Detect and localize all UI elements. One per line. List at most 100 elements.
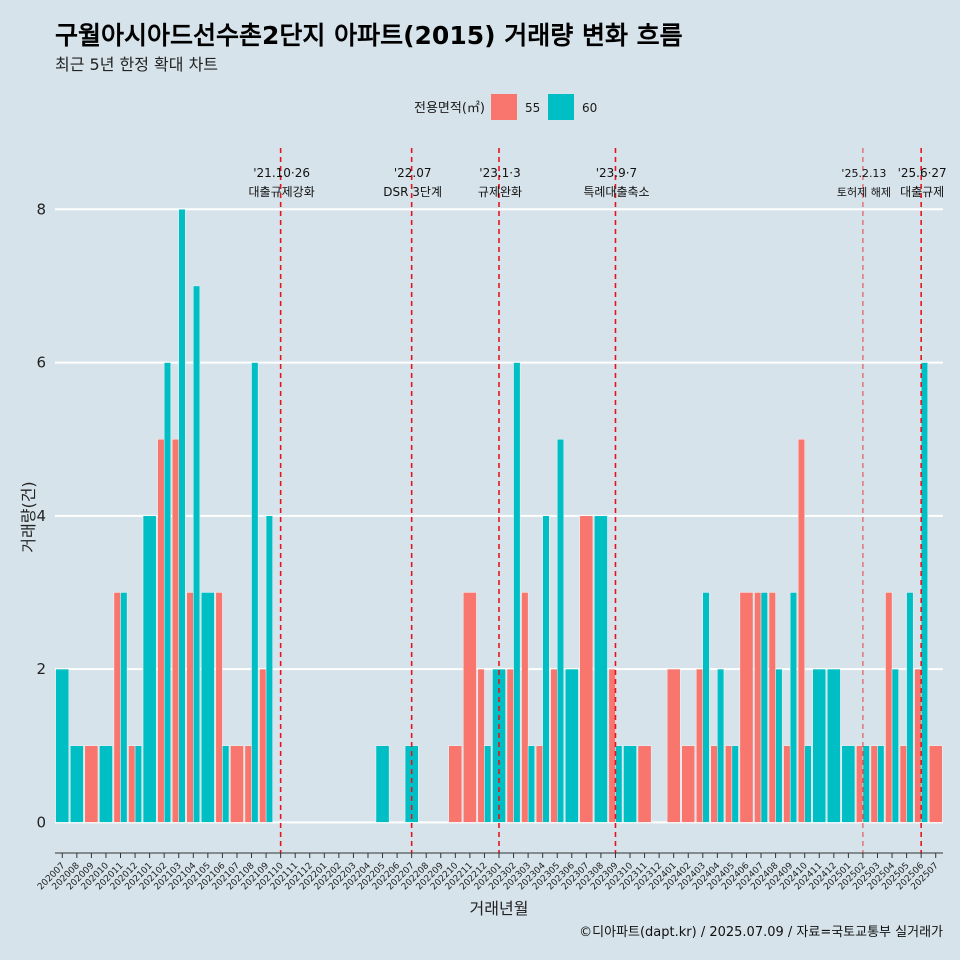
bar-60-202010 xyxy=(99,746,112,823)
bar-55-202402 xyxy=(682,746,695,823)
annotation-label: 대출규제강화 xyxy=(249,185,315,199)
bar-55-202304 xyxy=(536,746,543,823)
bar-55-202311 xyxy=(638,746,651,823)
bar-60-202303 xyxy=(528,746,535,823)
bar-60-202503 xyxy=(877,746,884,823)
y-tick-label: 8 xyxy=(36,200,46,218)
legend-key-55 xyxy=(491,94,517,120)
bar-55-202405 xyxy=(725,746,732,823)
bar-60-202109 xyxy=(266,516,273,823)
bar-60-202308 xyxy=(594,516,607,823)
bar-55-202307 xyxy=(580,516,593,823)
bar-60-202007 xyxy=(56,669,69,822)
bar-55-202210 xyxy=(449,746,462,823)
y-tick-label: 0 xyxy=(36,813,46,831)
bar-55-202503 xyxy=(871,746,878,823)
bar-60-202104 xyxy=(193,286,200,822)
annotation-date: '22.07 xyxy=(394,166,432,180)
bar-55-202107 xyxy=(230,746,243,823)
bar-60-202310 xyxy=(623,746,636,823)
annotation-date: '23.9·7 xyxy=(596,166,637,180)
bar-55-202410 xyxy=(798,439,805,822)
bar-60-202501 xyxy=(842,746,855,823)
bar-60-202412 xyxy=(827,669,840,822)
bar-60-202212 xyxy=(484,746,491,823)
chart-title: 구월아시아드선수촌2단지 아파트(2015) 거래량 변화 흐름 xyxy=(55,21,683,50)
annotation-label: 토허제 해제 xyxy=(837,185,891,199)
bar-60-202405 xyxy=(732,746,739,823)
x-axis-title: 거래년월 xyxy=(470,899,529,918)
bar-55-202406 xyxy=(740,592,753,822)
legend-title: 전용면적(㎡) xyxy=(414,101,485,116)
annotation-label: DSR 3단계 xyxy=(383,185,442,199)
bar-55-202012 xyxy=(129,746,136,823)
bar-55-202505 xyxy=(900,746,907,823)
annotation-label: 대출규제 xyxy=(900,185,944,199)
bar-60-202409 xyxy=(790,592,797,822)
chart-caption: ©디아파트(dapt.kr) / 2025.07.09 / 자료=국토교통부 실… xyxy=(579,925,943,940)
chart-subtitle: 최근 5년 한정 확대 차트 xyxy=(55,55,218,74)
annotation-date: '23.1·3 xyxy=(479,166,520,180)
bar-60-202505 xyxy=(907,592,914,822)
bar-60-202008 xyxy=(70,746,83,823)
bar-55-202502 xyxy=(856,746,863,823)
bar-55-202211 xyxy=(463,592,476,822)
bar-55-202506 xyxy=(915,669,922,822)
bar-60-202103 xyxy=(179,209,186,822)
bar-55-202409 xyxy=(784,746,791,823)
annotation-date: '25.6·27 xyxy=(898,166,947,180)
bar-60-202012 xyxy=(135,746,142,823)
bar-55-202108 xyxy=(245,746,252,823)
annotation-label: 규제완화 xyxy=(478,185,522,199)
bar-55-202102 xyxy=(158,439,165,822)
bar-55-202504 xyxy=(886,592,893,822)
bar-55-202303 xyxy=(522,592,529,822)
bar-60-202407 xyxy=(761,592,768,822)
bar-55-202408 xyxy=(769,592,776,822)
bar-60-202105 xyxy=(201,592,214,822)
bar-60-202207 xyxy=(405,746,418,823)
bar-55-202011 xyxy=(114,592,121,822)
bar-60-202403 xyxy=(703,592,710,822)
y-tick-label: 2 xyxy=(36,660,46,678)
bar-55-202104 xyxy=(187,592,194,822)
bar-60-202404 xyxy=(717,669,724,822)
bar-60-202305 xyxy=(557,439,564,822)
bar-55-202404 xyxy=(711,746,718,823)
bar-60-202304 xyxy=(543,516,550,823)
bar-60-202011 xyxy=(121,592,128,822)
bar-60-202411 xyxy=(813,669,826,822)
bar-55-202109 xyxy=(260,669,267,822)
bar-55-202401 xyxy=(667,669,680,822)
annotation-date: '25.2.13 xyxy=(841,167,886,180)
bar-55-202106 xyxy=(216,592,223,822)
bar-60-202504 xyxy=(892,669,899,822)
bar-60-202101 xyxy=(143,516,156,823)
bar-60-202309 xyxy=(615,746,622,823)
bar-55-202403 xyxy=(696,669,703,822)
bar-55-202009 xyxy=(85,746,98,823)
bar-55-202309 xyxy=(609,669,616,822)
bar-55-202302 xyxy=(507,669,514,822)
bar-55-202212 xyxy=(478,669,485,822)
bar-60-202205 xyxy=(376,746,389,823)
bar-60-202102 xyxy=(164,363,171,823)
bar-55-202507 xyxy=(929,746,942,823)
bar-60-202502 xyxy=(863,746,870,823)
legend-label-55: 55 xyxy=(525,101,540,115)
bar-60-202410 xyxy=(805,746,812,823)
bar-60-202306 xyxy=(565,669,578,822)
bar-55-202305 xyxy=(551,669,558,822)
annotation-label: 특례대출축소 xyxy=(583,185,649,199)
bar-60-202302 xyxy=(514,363,521,823)
bar-60-202108 xyxy=(252,363,259,823)
bar-60-202106 xyxy=(222,746,229,823)
bar-60-202506 xyxy=(921,363,928,823)
bar-55-202103 xyxy=(172,439,179,822)
annotation-date: '21.10·26 xyxy=(253,166,310,180)
bar-60-202408 xyxy=(776,669,783,822)
y-axis-title: 거래량(건) xyxy=(19,481,38,552)
y-tick-label: 6 xyxy=(36,354,46,372)
legend-label-60: 60 xyxy=(582,101,597,115)
legend-key-60 xyxy=(548,94,574,120)
